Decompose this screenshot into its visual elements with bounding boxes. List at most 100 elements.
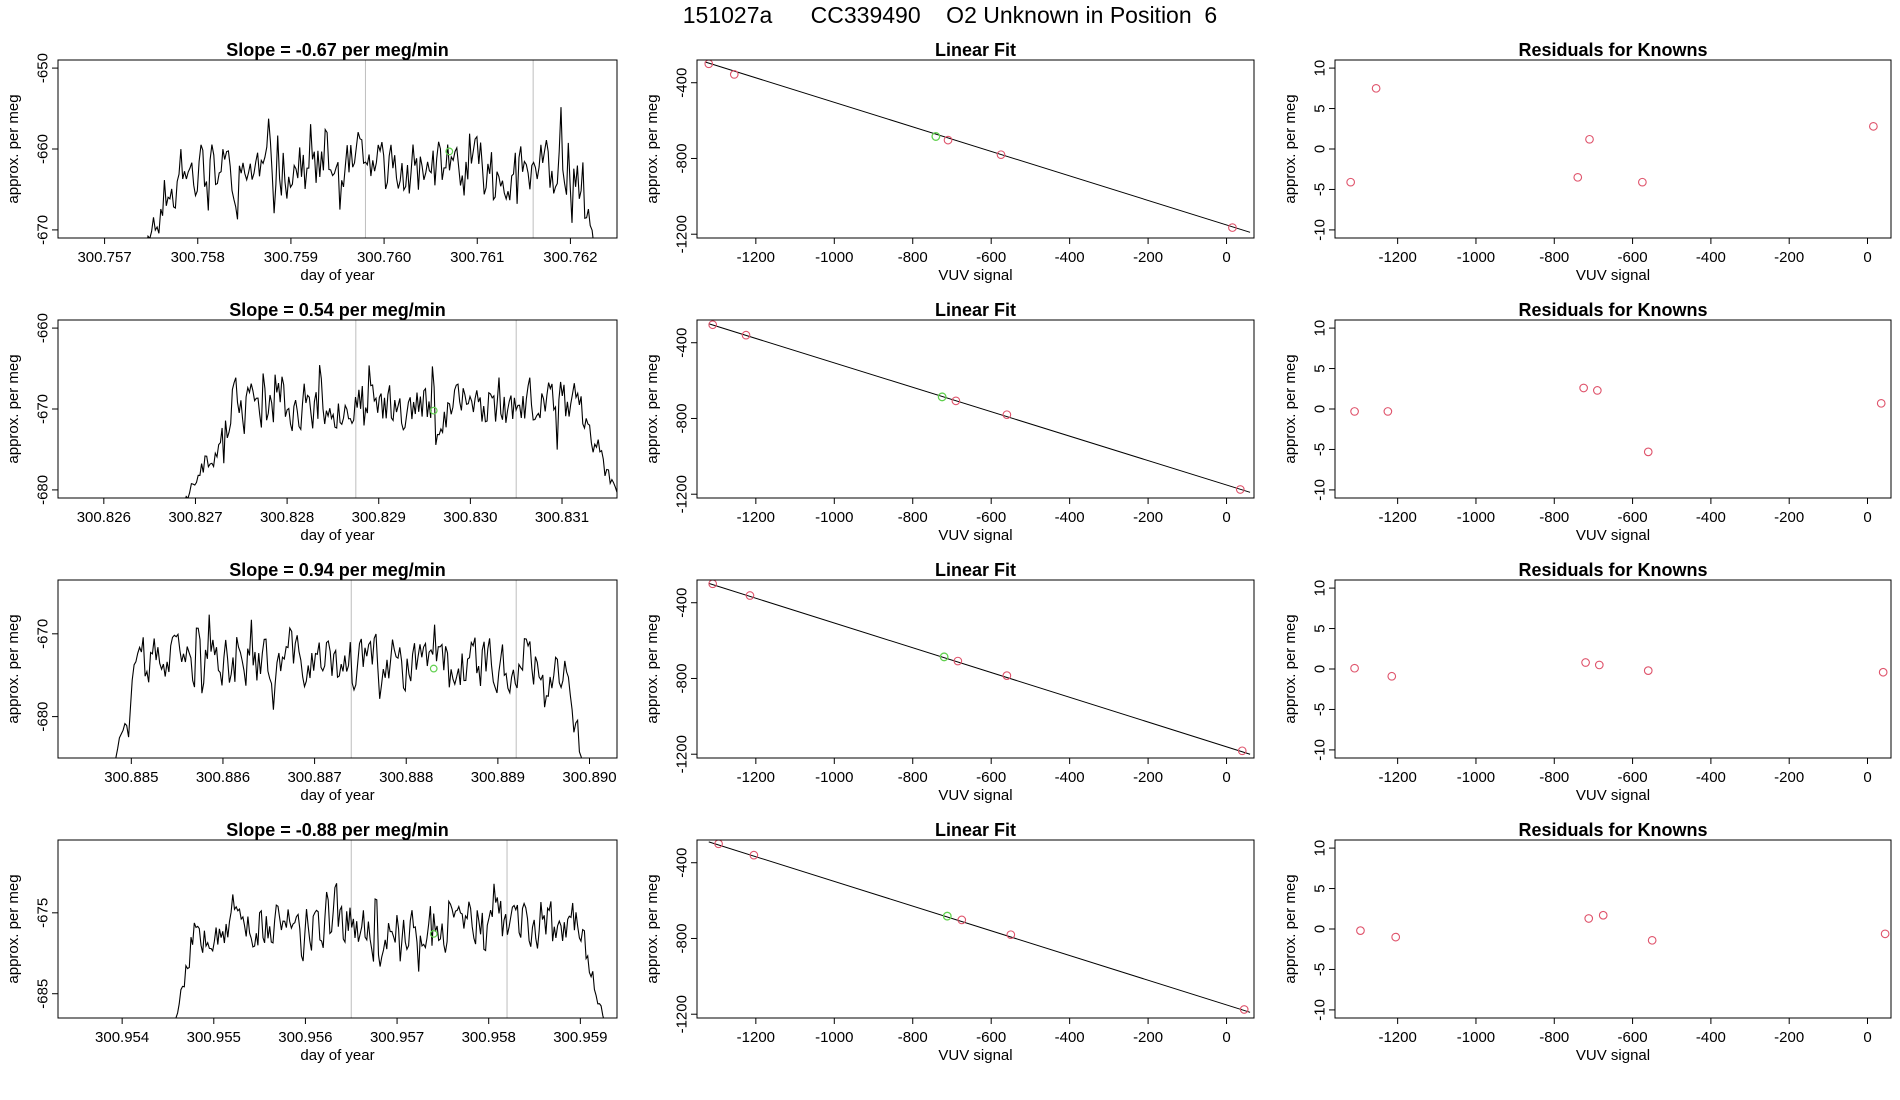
- residual-point: [1598, 910, 1608, 920]
- x-tick-label: -1000: [1457, 769, 1495, 786]
- x-tick-label: -600: [976, 1029, 1006, 1046]
- y-tick-label: -660: [35, 134, 52, 164]
- y-tick-label: 10: [1312, 320, 1329, 337]
- residual-point: [1869, 121, 1878, 131]
- y-tick-label: -1200: [674, 475, 691, 513]
- y-tick-label: -650: [35, 53, 52, 83]
- x-axis-label: day of year: [300, 267, 374, 284]
- panel-title: Residuals for Knowns: [1518, 300, 1707, 320]
- residual-point: [1350, 663, 1359, 673]
- plot-area: [708, 320, 1251, 494]
- panel-residuals-4: Residuals for Knowns-1200 -1000 -800 -600 -4…: [1282, 820, 1892, 1064]
- x-tick-label: -400: [1696, 249, 1726, 266]
- x-axis-label: VUV signal: [938, 267, 1012, 284]
- x-tick-label: -1000: [1457, 249, 1495, 266]
- x-tick-label: -400: [1055, 509, 1085, 526]
- panel-title: Linear Fit: [935, 40, 1016, 60]
- known-standard-point: [1237, 746, 1247, 756]
- x-tick-label: 300.830: [443, 509, 497, 526]
- known-standard-point: [708, 320, 718, 330]
- plot-frame: [696, 839, 1255, 1019]
- panel-title: Residuals for Knowns: [1518, 820, 1707, 840]
- x-tick-label: -400: [1055, 1029, 1085, 1046]
- x-tick-label: 0: [1863, 769, 1871, 786]
- panel-title: Slope = -0.88 per meg/min: [226, 820, 449, 840]
- y-tick-label: -800: [674, 663, 691, 693]
- y-tick-label: -5: [1312, 703, 1329, 716]
- x-tick-label: 0: [1222, 1029, 1230, 1046]
- residual-point: [1647, 935, 1657, 945]
- residual-point: [1350, 407, 1359, 416]
- x-tick-label: -800: [898, 249, 928, 266]
- x-axis-label: VUV signal: [1576, 787, 1650, 804]
- residual-point: [1594, 660, 1604, 670]
- fit-line: [708, 323, 1251, 493]
- x-tick-label: -800: [1539, 249, 1569, 266]
- residual-point: [1876, 398, 1886, 408]
- x-tick-label: -800: [1539, 1029, 1569, 1046]
- series-line: [185, 365, 617, 498]
- known-standard-point: [729, 70, 739, 79]
- y-tick-label: 5: [1312, 104, 1329, 112]
- known-standard-point: [1228, 223, 1237, 232]
- x-axis-label: VUV signal: [1576, 527, 1650, 544]
- x-tick-label: -400: [1055, 769, 1085, 786]
- x-tick-label: -200: [1774, 769, 1804, 786]
- y-axis-label: approx. per meg: [5, 874, 22, 983]
- x-tick-label: -1000: [815, 509, 853, 526]
- plot-area: [1356, 910, 1890, 945]
- plot-area: [185, 365, 617, 498]
- fit-line: [708, 582, 1251, 755]
- x-tick-label: 0: [1222, 769, 1230, 786]
- x-tick-label: -600: [1618, 249, 1648, 266]
- x-tick-label: 300.759: [264, 249, 318, 266]
- y-tick-label: -680: [35, 702, 52, 732]
- panel-timeseries-3: Slope = 0.94 per meg/min 300.885 300.886 30…: [5, 560, 618, 804]
- y-tick-label: -400: [674, 68, 691, 98]
- x-tick-label: 300.958: [462, 1029, 516, 1046]
- x-tick-label: -1000: [1457, 509, 1495, 526]
- residual-point: [1643, 666, 1653, 675]
- x-axis-label: VUV signal: [938, 787, 1012, 804]
- unknown-sample-point: [429, 406, 438, 415]
- x-axis-label: day of year: [300, 1047, 374, 1064]
- y-tick-label: 0: [1312, 405, 1329, 413]
- y-tick-label: -5: [1312, 963, 1329, 976]
- residual-point: [1387, 671, 1397, 681]
- unknown-sample-point: [429, 664, 438, 673]
- x-tick-label: 300.959: [553, 1029, 607, 1046]
- x-axis-label: VUV signal: [938, 527, 1012, 544]
- unknown-sample-point: [445, 147, 454, 156]
- panel-title: Slope = 0.54 per meg/min: [229, 300, 446, 320]
- x-tick-label: 0: [1863, 249, 1871, 266]
- known-standard-point: [1002, 671, 1012, 680]
- x-tick-label: -800: [898, 509, 928, 526]
- plot-area: [147, 107, 594, 238]
- x-tick-label: -600: [976, 769, 1006, 786]
- y-tick-label: 10: [1312, 840, 1329, 857]
- x-tick-label: 300.827: [168, 509, 222, 526]
- x-tick-label: -1000: [815, 1029, 853, 1046]
- x-tick-label: 300.758: [171, 249, 225, 266]
- y-axis-label: approx. per meg: [644, 354, 661, 463]
- x-tick-label: -200: [1133, 1029, 1163, 1046]
- x-tick-label: -400: [1696, 769, 1726, 786]
- y-tick-label: -10: [1312, 999, 1329, 1021]
- panel-title: Slope = -0.67 per meg/min: [226, 40, 449, 60]
- x-tick-label: 300.888: [379, 769, 433, 786]
- x-tick-label: -1000: [815, 249, 853, 266]
- x-tick-label: 300.954: [95, 1029, 149, 1046]
- fit-line: [704, 61, 1251, 233]
- panel-title: Linear Fit: [935, 560, 1016, 580]
- y-tick-label: -685: [35, 979, 52, 1009]
- x-tick-label: -800: [898, 1029, 928, 1046]
- series-line: [147, 107, 594, 238]
- known-standard-point: [1002, 410, 1012, 420]
- y-tick-label: -680: [35, 475, 52, 505]
- residual-point: [1880, 929, 1890, 939]
- panel-title: Linear Fit: [935, 820, 1016, 840]
- unknown-sample-point: [939, 652, 949, 662]
- y-axis-label: approx. per meg: [5, 94, 22, 203]
- y-tick-label: 0: [1312, 145, 1329, 153]
- y-axis-label: approx. per meg: [5, 354, 22, 463]
